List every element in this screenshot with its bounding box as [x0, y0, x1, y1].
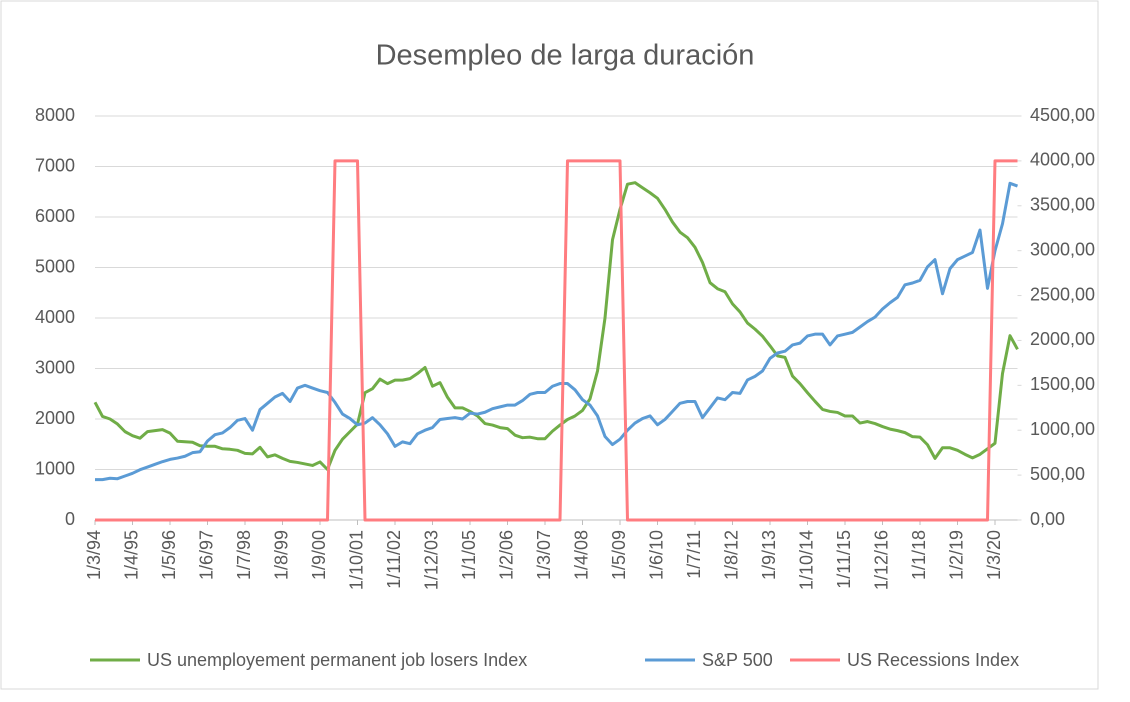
chart-frame: [0, 0, 1099, 690]
x-tick-label: 1/9/13: [759, 530, 779, 580]
x-tick-label: 1/2/19: [946, 530, 966, 580]
y-tick-label: 4000: [35, 307, 75, 327]
x-tick-label: 1/9/00: [309, 530, 329, 580]
x-tick-label: 1/5/96: [159, 530, 179, 580]
x-tick-label: 1/7/98: [234, 530, 254, 580]
series-line: [95, 181, 1019, 482]
x-tick-label: 1/11/15: [834, 530, 854, 589]
y-tick-label: 0: [65, 509, 75, 529]
x-tick-label: 1/10/01: [346, 530, 366, 590]
x-tick-label: 1/3/07: [534, 530, 554, 580]
x-tick-label: 1/12/16: [871, 530, 891, 590]
x-tick-label: 1/4/95: [121, 530, 141, 580]
y2-tick-label: 0,00: [1030, 509, 1065, 529]
chart-title: Desempleo de larga duración: [376, 40, 755, 72]
x-tick-label: 1/8/99: [271, 530, 291, 580]
x-tick-label: 1/8/12: [721, 530, 741, 580]
x-tick-label: 1/2/06: [496, 530, 516, 580]
x-tick-label: 1/1/18: [909, 530, 929, 580]
y2-tick-label: 4500,00: [1030, 105, 1095, 125]
x-tick-label: 1/10/14: [796, 530, 816, 590]
y-tick-label: 6000: [35, 206, 75, 226]
x-tick-label: 1/1/05: [459, 530, 479, 580]
x-tick-label: 1/11/02: [384, 530, 404, 589]
legend-label: US unemployement permanent job losers In…: [147, 650, 527, 670]
y2-tick-label: 500,00: [1030, 464, 1085, 484]
y-tick-label: 2000: [35, 408, 75, 428]
x-tick-label: 1/6/10: [646, 530, 666, 580]
legend-label: US Recessions Index: [847, 650, 1019, 670]
y-tick-label: 5000: [35, 256, 75, 276]
y-tick-label: 8000: [35, 105, 75, 125]
x-tick-label: 1/3/94: [84, 530, 104, 580]
y2-tick-label: 4000,00: [1030, 150, 1095, 170]
x-tick-label: 1/3/20: [984, 530, 1004, 580]
series-line: [95, 159, 1018, 522]
y2-tick-label: 1000,00: [1030, 419, 1095, 439]
y2-tick-label: 2500,00: [1030, 284, 1095, 304]
y-tick-label: 3000: [35, 357, 75, 377]
y2-tick-label: 3000,00: [1030, 239, 1095, 259]
x-tick-label: 1/5/09: [609, 530, 629, 580]
x-tick-label: 1/7/11: [684, 530, 704, 579]
y-tick-label: 7000: [35, 155, 75, 175]
legend-label: S&P 500: [702, 650, 773, 670]
x-tick-label: 1/12/03: [421, 530, 441, 590]
y-tick-label: 1000: [35, 458, 75, 478]
y2-tick-label: 3500,00: [1030, 195, 1095, 215]
y2-tick-label: 1500,00: [1030, 374, 1095, 394]
x-tick-label: 1/6/97: [196, 530, 216, 580]
y2-tick-label: 2000,00: [1030, 329, 1095, 349]
x-tick-label: 1/4/08: [571, 530, 591, 580]
series-line: [93, 181, 1019, 471]
